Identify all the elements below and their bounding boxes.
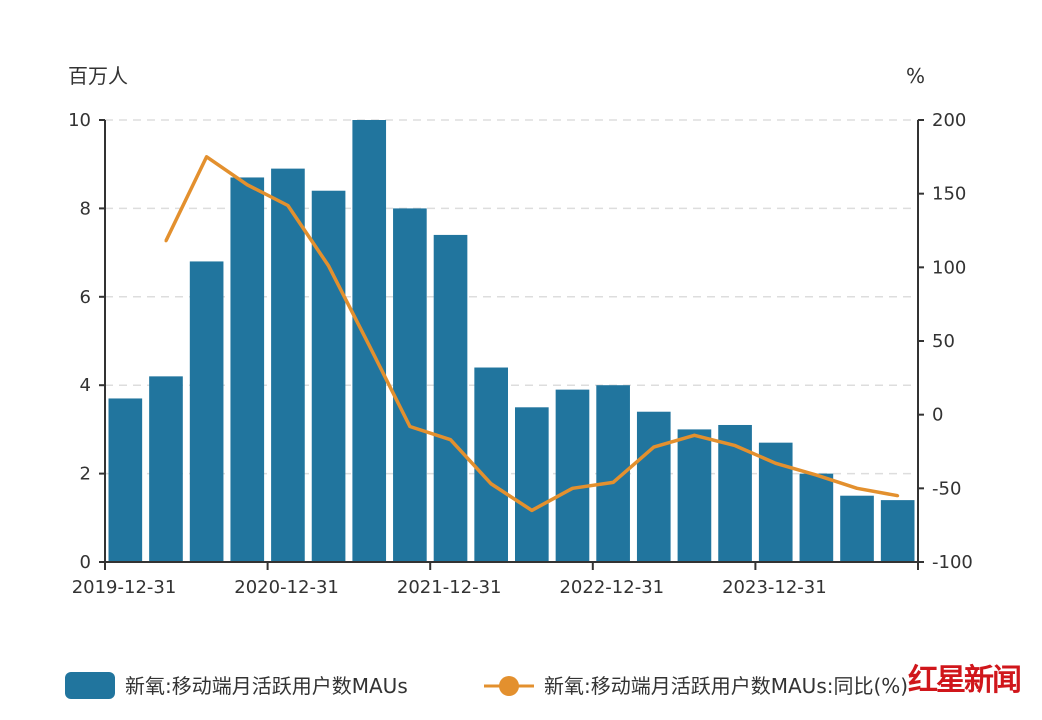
bar [352,120,387,562]
legend-bar-swatch [65,672,115,699]
bar [799,473,834,562]
yoy-point [489,482,493,486]
watermark-logo: 红星新闻 [908,663,1022,698]
y-left-tick-label: 2 [80,464,91,485]
bar [108,398,143,562]
bar [515,407,549,562]
x-tick-label: 2021-12-31 [397,577,502,598]
yoy-point [570,486,574,490]
x-tick-label: 2019-12-31 [72,577,177,598]
bar [311,190,346,562]
x-tick-label: 2020-12-31 [234,577,339,598]
bar [555,389,590,562]
x-tick-label: 2022-12-31 [559,577,664,598]
yoy-point [692,433,696,437]
bar [840,495,874,562]
yoy-point [205,155,209,159]
yoy-point [652,445,656,449]
bar [758,442,793,562]
left-axis-unit: 百万人 [68,64,128,88]
yoy-point [814,473,818,477]
yoy-point [327,264,331,268]
y-left-tick-label: 8 [80,198,91,219]
legend-bar-label: 新氧:移动端月活跃用户数MAUs [125,674,408,698]
y-right-tick-label: 0 [932,405,943,426]
bar [433,234,468,563]
bar [393,208,427,562]
bar [271,168,305,562]
yoy-point [449,438,453,442]
y-left-tick-label: 4 [80,375,91,396]
yoy-point [408,424,412,428]
yoy-point [855,486,859,490]
bar [636,411,671,562]
bar [677,429,712,562]
yoy-point [896,494,900,498]
bar [718,424,752,562]
bar [189,261,224,562]
yoy-point [774,461,778,465]
y-right-tick-label: -100 [932,552,973,573]
yoy-point [611,480,615,484]
y-right-tick-label: 150 [932,184,966,205]
y-left-tick-label: 0 [80,552,91,573]
y-right-tick-label: 100 [932,257,966,278]
bar [880,500,915,562]
legend-line-marker [499,676,519,696]
yoy-point [530,508,534,512]
legend-line-label: 新氧:移动端月活跃用户数MAUs:同比(%) [544,674,908,698]
y-right-tick-label: 50 [932,331,955,352]
yoy-point [286,203,290,207]
bar [149,376,183,562]
y-left-tick-label: 10 [68,110,91,131]
right-axis-unit: % [906,64,925,88]
bar [474,367,508,562]
yoy-point [164,239,168,243]
yoy-point [245,183,249,187]
yoy-point [733,444,737,448]
x-tick-label: 2023-12-31 [722,577,827,598]
y-left-tick-label: 6 [80,287,91,308]
y-right-tick-label: -50 [932,478,961,499]
y-right-tick-label: 200 [932,110,966,131]
yoy-point [367,343,371,347]
bar [230,177,265,562]
